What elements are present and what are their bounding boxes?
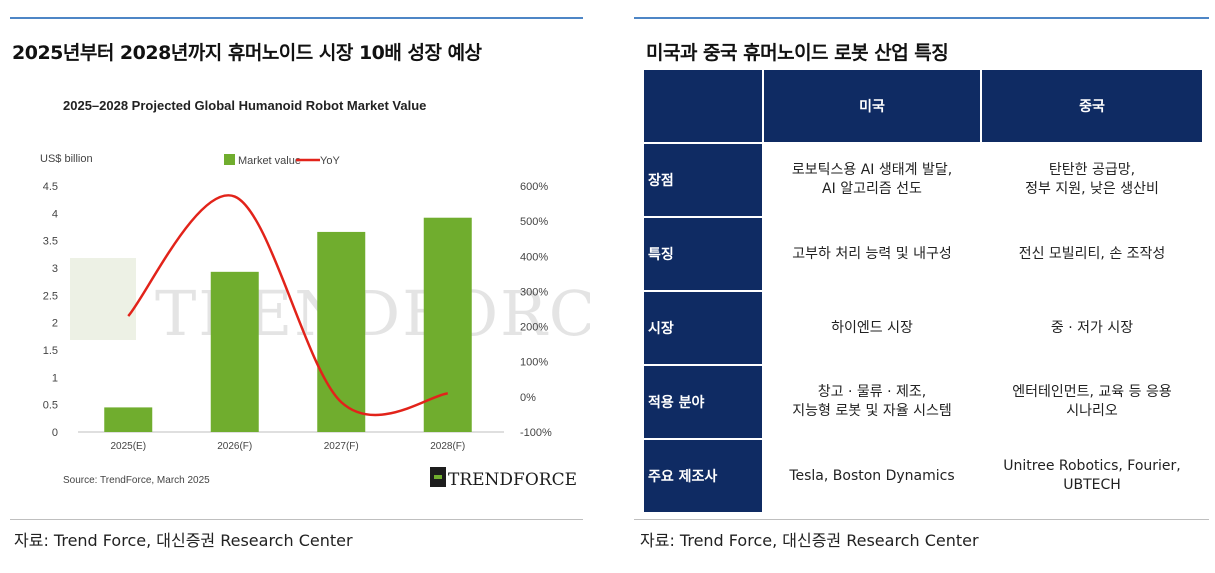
trendforce-logo-text: TRENDFORCE [448,470,577,490]
market-value-chart: TRENDFORCE 2025–2028 Projected Global Hum… [40,98,590,490]
y2-tick-label: 0% [520,392,536,404]
y2-tick-label: 200% [520,322,548,334]
y2-tick-label: 100% [520,357,548,369]
china-header: 중국 [982,70,1202,142]
us-cell: 로보틱스용 AI 생태계 발달, AI 알고리즘 선도 [764,144,980,216]
table-header-row: 미국 중국 [644,70,1202,142]
bottom-divider [10,519,583,520]
table-row: 장점 로보틱스용 AI 생태계 발달, AI 알고리즘 선도 탄탄한 공급망, … [644,144,1202,216]
table-row: 적용 분야 창고 · 물류 · 제조, 지능형 로봇 및 자율 시스템 엔터테인… [644,366,1202,438]
top-divider [634,17,1209,19]
y2-tick-label: 300% [520,286,548,298]
x-tick-label: 2026(F) [217,441,252,452]
chart-source-note: Source: TrendForce, March 2025 [63,475,210,486]
y-tick-label: 3 [52,263,58,275]
y-tick-label: 2 [52,318,58,330]
y-tick-label: 0 [52,427,58,439]
row-label: 특징 [644,218,762,290]
us-header: 미국 [764,70,980,142]
watermark-logo-icon [70,258,136,340]
y2-tick-label: 600% [520,181,548,193]
china-cell: 탄탄한 공급망, 정부 지원, 낮은 생산비 [982,144,1202,216]
china-cell: Unitree Robotics, Fourier, UBTECH [982,440,1202,512]
source-note: 자료: Trend Force, 대신증권 Research Center [14,531,353,550]
china-cell: 엔터테인먼트, 교육 등 응용 시나리오 [982,366,1202,438]
legend-bar-label: Market value [238,155,301,167]
row-label: 적용 분야 [644,366,762,438]
row-label: 주요 제조사 [644,440,762,512]
row-label: 시장 [644,292,762,364]
market-value-bar [317,231,366,432]
table-row: 주요 제조사 Tesla, Boston Dynamics Unitree Ro… [644,440,1202,512]
y-tick-label: 4 [52,208,58,220]
trendforce-logo-accent [434,475,442,479]
market-value-bar [104,407,153,432]
row-label: 장점 [644,144,762,216]
y-tick-label: 1 [52,372,58,384]
us-cell: 고부하 처리 능력 및 내구성 [764,218,980,290]
table-row: 시장 하이엔드 시장 중 · 저가 시장 [644,292,1202,364]
us-cell: 창고 · 물류 · 제조, 지능형 로봇 및 자율 시스템 [764,366,980,438]
source-note: 자료: Trend Force, 대신증권 Research Center [640,531,979,550]
y-tick-label: 1.5 [43,345,58,357]
bottom-divider [634,519,1209,520]
x-tick-label: 2028(F) [430,441,465,452]
panel-title: 2025년부터 2028년까지 휴머노이드 시장 10배 성장 예상 [12,42,482,64]
us-cell: 하이엔드 시장 [764,292,980,364]
legend-line-label: YoY [320,155,340,167]
us-cell: Tesla, Boston Dynamics [764,440,980,512]
y-tick-label: 0.5 [43,400,58,412]
top-divider [10,17,583,19]
panel-title: 미국과 중국 휴머노이드 로봇 산업 특징 [646,42,949,64]
x-tick-label: 2025(E) [110,441,146,452]
y-axis-label: US$ billion [40,153,93,165]
corner-header [644,70,762,142]
market-chart-panel: 2025년부터 2028년까지 휴머노이드 시장 10배 성장 예상 TREND… [0,0,590,573]
chart-title: 2025–2028 Projected Global Humanoid Robo… [63,98,426,113]
china-cell: 중 · 저가 시장 [982,292,1202,364]
y-tick-label: 4.5 [43,181,58,193]
market-value-bar [423,217,472,432]
y-tick-label: 2.5 [43,290,58,302]
table-row: 특징 고부하 처리 능력 및 내구성 전신 모빌리티, 손 조작성 [644,218,1202,290]
y-tick-label: 3.5 [43,236,58,248]
y2-tick-label: 500% [520,216,548,228]
comparison-table: 미국 중국 장점 로보틱스용 AI 생태계 발달, AI 알고리즘 선도 탄탄한… [642,68,1204,514]
comparison-panel: 미국과 중국 휴머노이드 로봇 산업 특징 미국 중국 장점 로보틱스용 AI … [632,0,1215,573]
legend-bar-swatch [224,154,235,165]
market-value-bar [210,271,259,432]
china-cell: 전신 모빌리티, 손 조작성 [982,218,1202,290]
y2-tick-label: -100% [520,427,552,439]
yoy-line [127,194,448,417]
x-tick-label: 2027(F) [324,441,359,452]
y2-tick-label: 400% [520,251,548,263]
